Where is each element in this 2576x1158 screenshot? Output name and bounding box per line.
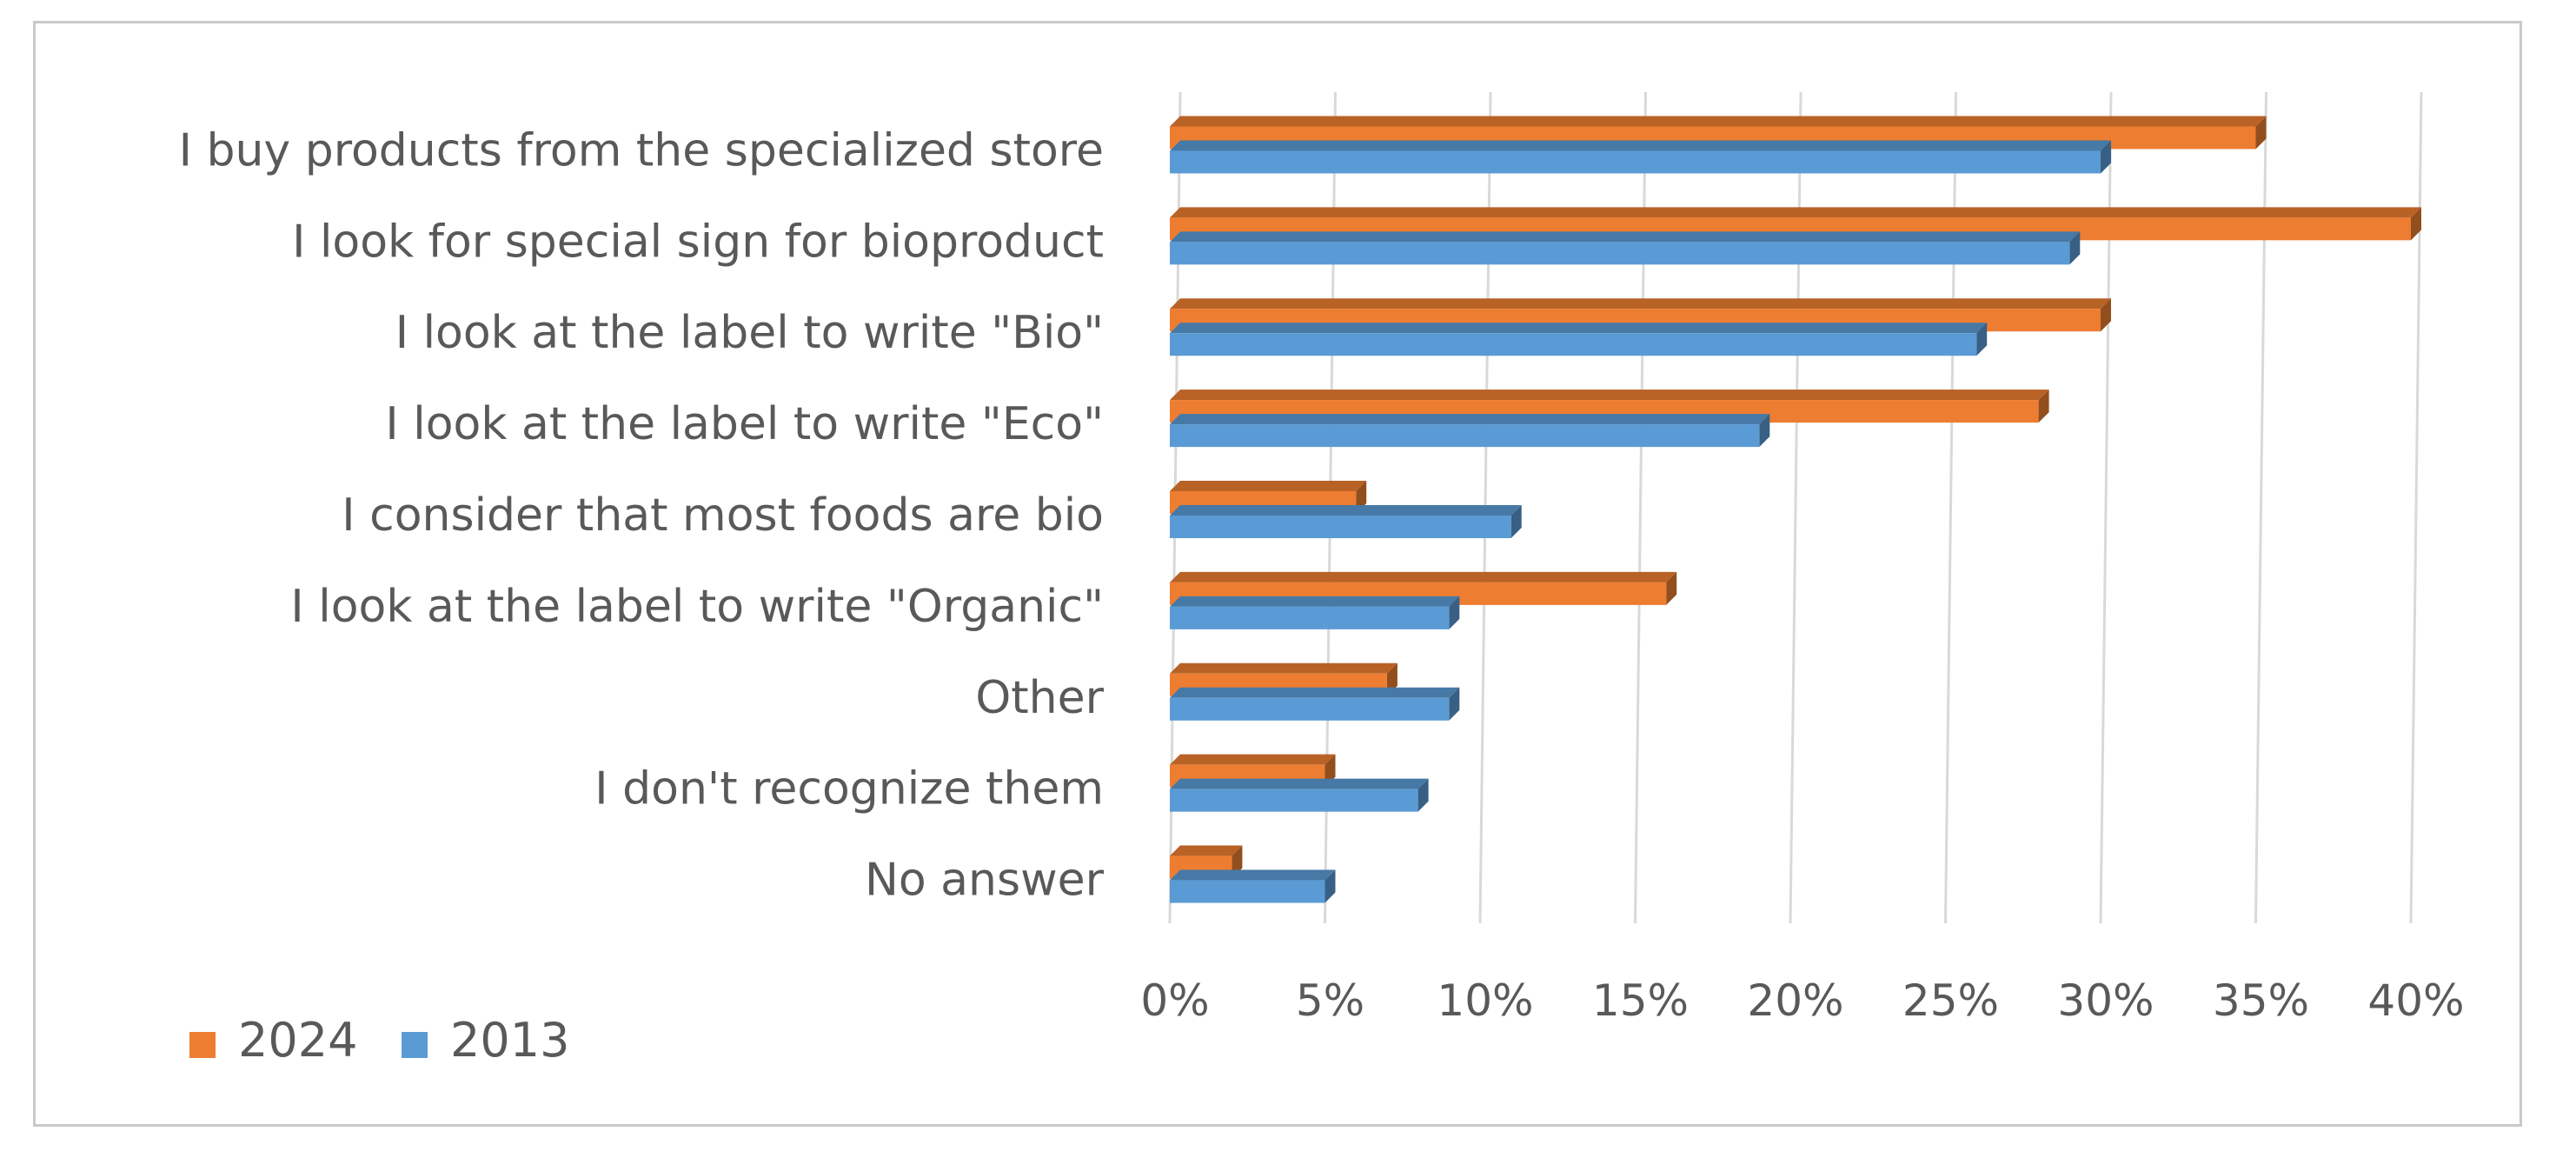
bar-top-face <box>1170 505 1522 516</box>
bar-2013-8 <box>1170 869 1336 903</box>
bar-top-face <box>1170 140 2111 151</box>
legend-swatch <box>402 1032 428 1058</box>
bar-2013-2 <box>1170 323 1988 356</box>
legend-item-2024: 2024 <box>189 1013 357 1068</box>
category-label: I look at the label to write "Organic" <box>290 581 1104 633</box>
bar-front-face <box>1170 333 1977 356</box>
x-tick-labels: 0% 5% 10% 15% 20% 25% 30% 35% 40% <box>1140 975 2464 1026</box>
category-label: I don't recognize them <box>594 763 1104 815</box>
category-label: I look at the label to write "Eco" <box>385 398 1104 450</box>
bar-end-face <box>1449 596 1460 629</box>
x-tick-label: 30% <box>2057 975 2154 1026</box>
bar-end-face <box>2069 231 2081 265</box>
x-tick-label: 15% <box>1592 975 1689 1026</box>
x-tick-label: 10% <box>1437 975 1533 1026</box>
bar-end-face <box>2255 116 2267 150</box>
bar-top-face <box>1170 845 1243 856</box>
bars <box>1170 116 2421 903</box>
bar-top-face <box>1170 778 1429 789</box>
bar-2013-7 <box>1170 778 1429 812</box>
x-tick-label: 20% <box>1747 975 1843 1026</box>
bar-end-face <box>1325 869 1336 903</box>
bar-top-face <box>1170 481 1367 491</box>
category-label: No answer <box>865 855 1105 907</box>
bar-front-face <box>1170 150 2101 174</box>
bar-2013-1 <box>1170 231 2081 265</box>
bar-end-face <box>2101 298 2111 332</box>
x-tick-label: 40% <box>2367 975 2464 1026</box>
bar-front-face <box>1170 606 1450 629</box>
bar-end-face <box>1976 323 1988 356</box>
bar-end-face <box>2411 207 2421 241</box>
bar-end-face <box>1666 571 1677 605</box>
bar-front-face <box>1170 516 1511 538</box>
legend: 2024 2013 <box>189 1013 569 1068</box>
bar-top-face <box>1170 389 2049 401</box>
x-tick-label: 5% <box>1296 975 1364 1026</box>
bar-top-face <box>1170 116 2267 127</box>
bar-end-face <box>1510 505 1522 538</box>
legend-label: 2024 <box>238 1013 357 1068</box>
bar-2013-6 <box>1170 687 1460 721</box>
category-label: I consider that most foods are bio <box>342 489 1104 542</box>
bar-top-face <box>1170 207 2421 218</box>
category-label: I look at the label to write "Bio" <box>395 307 1104 359</box>
bar-top-face <box>1170 231 2081 243</box>
category-labels: I buy products from the specialized stor… <box>179 124 1105 906</box>
bar-end-face <box>1449 687 1460 721</box>
bar-top-face <box>1170 869 1336 881</box>
bar-2013-4 <box>1170 505 1522 538</box>
category-label: I look for special sign for bioproduct <box>292 216 1104 268</box>
legend-swatch <box>189 1032 216 1058</box>
bar-top-face <box>1170 754 1336 765</box>
bar-2013-3 <box>1170 414 1770 448</box>
bar-top-face <box>1170 687 1460 698</box>
bar-2013-5 <box>1170 596 1460 629</box>
legend-label: 2013 <box>450 1013 569 1068</box>
bar-front-face <box>1170 789 1418 812</box>
bar-top-face <box>1170 414 1770 425</box>
bar-top-face <box>1170 571 1677 582</box>
bar-front-face <box>1170 424 1760 448</box>
category-label: I buy products from the specialized stor… <box>179 124 1104 176</box>
bar-end-face <box>1417 778 1429 812</box>
bar-top-face <box>1170 662 1398 674</box>
bar-2013-0 <box>1170 140 2111 174</box>
bar-end-face <box>2101 140 2111 174</box>
bar-top-face <box>1170 323 1988 334</box>
bar-front-face <box>1170 242 2070 265</box>
x-tick-label: 35% <box>2213 975 2309 1026</box>
bar-end-face <box>1759 414 1770 448</box>
bar-top-face <box>1170 298 2111 309</box>
legend-item-2013: 2013 <box>402 1013 569 1068</box>
bar-top-face <box>1170 596 1460 607</box>
bar-end-face <box>2038 389 2049 423</box>
bar-front-face <box>1170 697 1450 721</box>
x-tick-label: 25% <box>1902 975 1999 1026</box>
bar-front-face <box>1170 880 1325 903</box>
category-label: Other <box>975 672 1104 724</box>
x-tick-label: 0% <box>1140 975 1209 1026</box>
